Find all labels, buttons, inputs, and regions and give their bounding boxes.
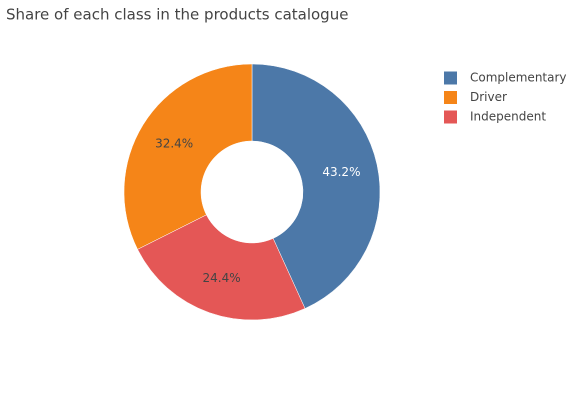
slice-label: 32.4% xyxy=(155,136,193,150)
slice-label: 43.2% xyxy=(322,165,360,179)
legend-swatch xyxy=(444,110,457,124)
legend-label: Complementary xyxy=(470,71,567,85)
slice-label: 24.4% xyxy=(202,271,240,285)
legend-label: Driver xyxy=(470,90,507,104)
slice xyxy=(123,63,253,250)
legend-label: Independent xyxy=(470,110,546,124)
chart-title: Share of each class in the products cata… xyxy=(6,6,348,24)
legend-swatch xyxy=(444,91,457,104)
slice xyxy=(137,214,306,321)
legend-swatch xyxy=(444,71,457,85)
slice xyxy=(251,63,381,309)
